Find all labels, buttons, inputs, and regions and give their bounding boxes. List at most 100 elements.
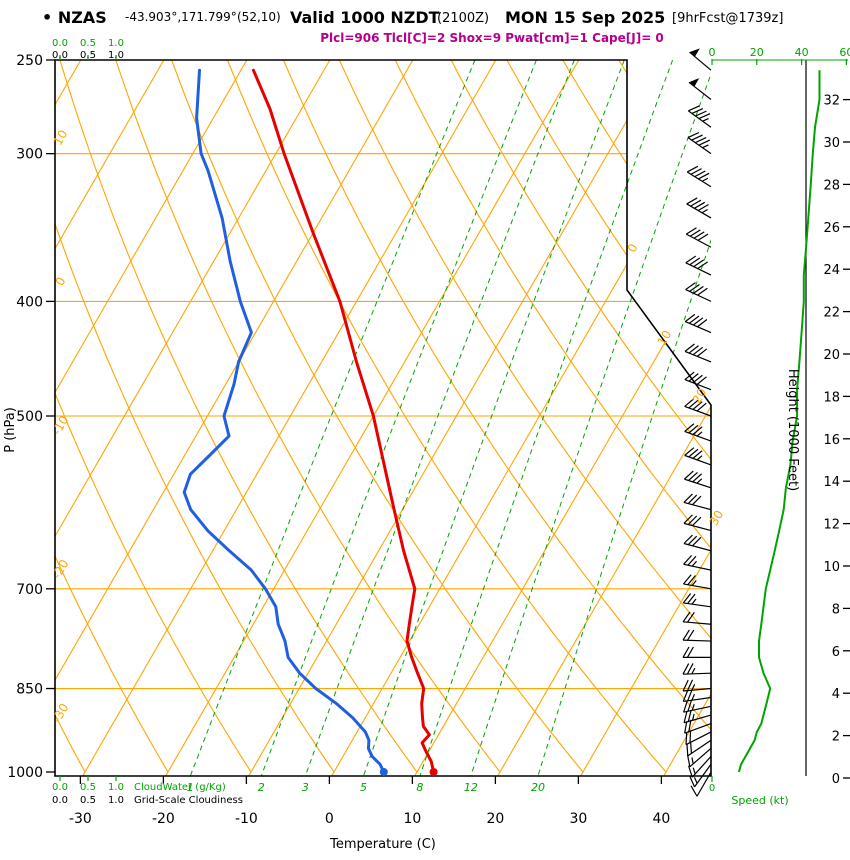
cloudiness-scale-bottom-0: 0.0	[52, 795, 68, 806]
height-axis-label: Height (1000 Feet)	[785, 369, 800, 491]
wind-barb-half	[701, 177, 709, 182]
cloudwater-scale-top-0: 0.0	[52, 38, 68, 49]
isotherm-line	[663, 60, 711, 776]
wind-barbs	[682, 48, 712, 797]
wind-barb-full	[697, 204, 709, 212]
wind-barb-full	[684, 343, 695, 352]
wind-barb-full	[692, 317, 704, 326]
wind-barb-half	[691, 667, 696, 675]
wind-barb-full	[690, 785, 698, 797]
wind-barb-staff	[684, 722, 712, 734]
wind-barb-staff	[684, 321, 712, 334]
wind-barb-full	[695, 137, 707, 144]
mixing-ratio-label: 8	[416, 781, 423, 794]
isotherm-edge-label-right: 30	[707, 508, 727, 528]
mixing-ratio-label: 1	[187, 781, 194, 794]
wind-barb-full	[689, 741, 693, 754]
wind-barb-half	[693, 777, 698, 784]
wind-barb-full	[684, 313, 696, 323]
wind-barb-staff	[688, 81, 712, 100]
wind-barb-half	[702, 117, 709, 122]
dry-adiabat-line	[842, 60, 850, 772]
wind-barb-full	[683, 710, 688, 723]
wind-barb-half	[691, 580, 697, 586]
mixing-ratio-lines	[189, 60, 711, 776]
wind-barb-staff	[683, 522, 712, 532]
wind-barb-staff	[682, 639, 712, 642]
wind-barb-half	[691, 713, 695, 721]
station-title: • NZAS	[42, 8, 107, 27]
wind-barb-full	[696, 376, 707, 385]
wind-barb-full	[686, 646, 694, 658]
mixing-ratio-line	[362, 60, 625, 776]
valid-utc: (2100Z)	[437, 11, 489, 26]
isotherm-line	[55, 60, 331, 776]
wind-barb-full	[687, 131, 700, 139]
wind-barb-full	[683, 554, 693, 565]
temperature-tick-label: 30	[569, 811, 587, 827]
wind-barb-full	[684, 371, 695, 381]
wind-barb-half	[691, 693, 695, 701]
cloudiness-scale-top-05: 0.5	[80, 50, 96, 61]
wind-barb-full	[694, 170, 706, 178]
wind-barb-full	[682, 679, 689, 692]
wind-barb-full	[690, 199, 702, 207]
valid-date: MON 15 Sep 2025	[505, 8, 665, 27]
cloudwater-scale-top-1: 1.0	[108, 38, 124, 49]
wind-barb-pennant	[689, 48, 700, 57]
isotherm-edge-label-left: -30	[50, 701, 72, 725]
station-coords: -43.903°,171.799°	[125, 10, 237, 24]
height-tick-label: 28	[823, 178, 840, 193]
wind-barb-full	[691, 107, 704, 114]
wind-barb-full	[685, 732, 688, 745]
wind-barb-half	[692, 767, 696, 775]
wind-barb-full	[688, 448, 699, 458]
wind-barb-staff	[683, 563, 712, 571]
wind-barb-full	[683, 493, 693, 503]
wind-barb-full	[696, 402, 707, 412]
wind-barb-full	[688, 315, 700, 324]
wind-barb-pennant	[688, 78, 700, 87]
wind-barb-full	[697, 319, 708, 328]
isotherm-edge-label-left: 10	[51, 128, 71, 148]
cloudwater-scale-top-05: 0.5	[80, 38, 96, 49]
height-tick-label: 0	[832, 772, 840, 787]
isotherm-line	[331, 60, 711, 776]
height-tick-label: 8	[832, 602, 840, 617]
temperature-tick-label: 10	[403, 811, 421, 827]
pressure-tick-label: 850	[16, 682, 43, 698]
mixing-ratio-label: 12	[464, 781, 478, 794]
wind-barb-full	[692, 450, 703, 459]
wind-barb-half	[701, 208, 708, 214]
wind-barb-full	[685, 255, 697, 264]
pressure-tick-label: 1000	[7, 765, 43, 781]
wind-barb-full	[692, 401, 703, 410]
dry-adiabat-line	[171, 60, 584, 773]
wind-barb-full	[682, 690, 689, 702]
height-tick-label: 20	[823, 348, 840, 363]
isotherm-line	[497, 60, 711, 776]
profile-curves-layer	[182, 68, 438, 776]
height-tick-label: 12	[823, 518, 840, 533]
wind-barb-staff	[683, 714, 712, 724]
wind-barb-full	[695, 110, 707, 117]
dry-adiabat-line	[115, 60, 501, 773]
wind-barb-full	[690, 168, 702, 175]
temperature-tick-label: 20	[486, 811, 504, 827]
wind-barb-full	[688, 345, 699, 354]
wind-barb-full	[687, 765, 693, 778]
dry-adiabat-line	[55, 60, 335, 773]
mixing-ratio-line	[260, 60, 537, 776]
speed-scale-label: 40	[795, 46, 809, 59]
dry-adiabat-line	[55, 60, 169, 773]
wind-barb-staff	[685, 233, 712, 248]
cloudwater-label: CloudWater (g/Kg)	[134, 782, 226, 793]
wind-barb-full	[682, 629, 690, 641]
wind-barb-staff	[683, 705, 712, 713]
height-tick-label: 10	[823, 560, 840, 575]
wind-barb-staff	[696, 771, 712, 797]
wind-barb-full	[686, 679, 694, 691]
isotherm-edge-label-left: -20	[50, 557, 72, 581]
